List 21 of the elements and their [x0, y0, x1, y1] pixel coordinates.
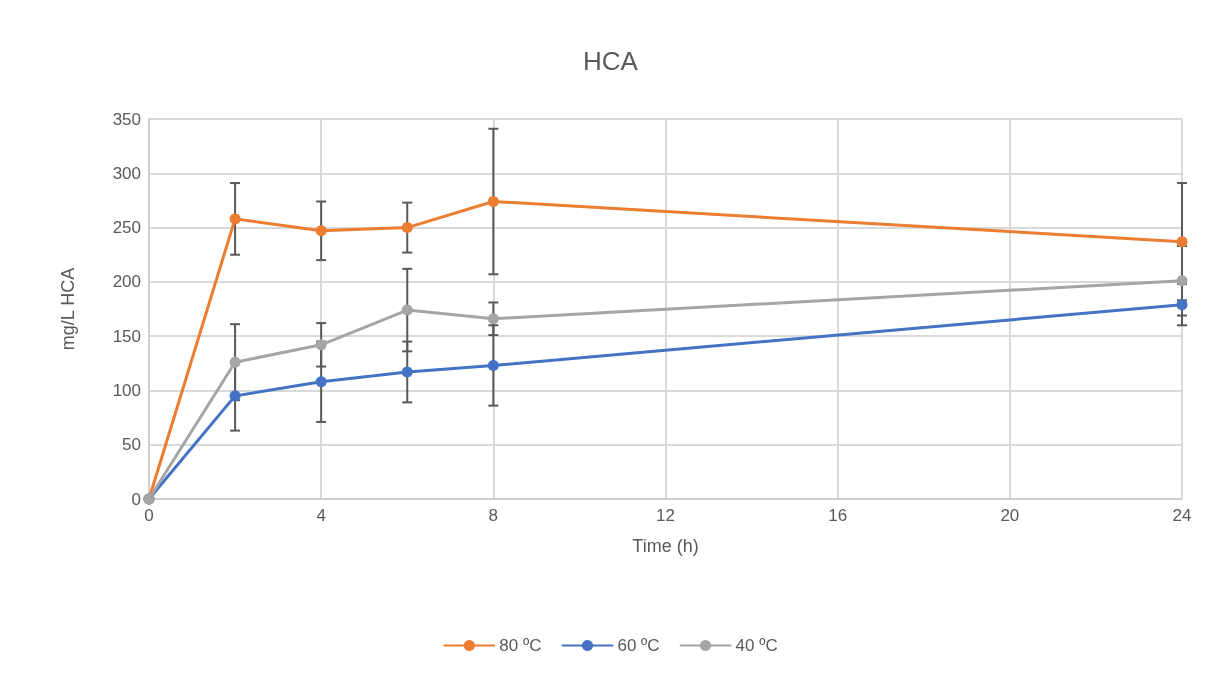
y-tick-label: 350 [112, 109, 141, 129]
y-axis-title: mg/L HCA [58, 267, 78, 351]
x-axis-title: Time (h) [632, 536, 699, 556]
x-tick-label: 4 [316, 506, 326, 525]
chart-title: HCA [583, 46, 639, 76]
x-tick-label: 24 [1172, 506, 1192, 525]
y-tick-label: 150 [112, 326, 141, 346]
x-tick-label: 12 [656, 506, 675, 525]
y-tick-label: 0 [131, 489, 141, 509]
x-tick-label: 8 [488, 506, 499, 525]
x-tick-label: 16 [828, 506, 848, 525]
legend-label: 60 ºC [617, 636, 660, 655]
y-tick-label: 200 [112, 272, 141, 292]
legend-label: 80 ºC [499, 636, 542, 655]
y-tick-label: 250 [112, 218, 141, 238]
x-tick-label: 20 [1000, 506, 1020, 525]
y-tick-label: 100 [112, 380, 141, 400]
y-tick-label: 50 [122, 435, 141, 455]
legend-label: 40 ºC [735, 636, 778, 655]
x-tick-label: 0 [144, 506, 154, 525]
y-tick-label: 300 [112, 163, 141, 183]
